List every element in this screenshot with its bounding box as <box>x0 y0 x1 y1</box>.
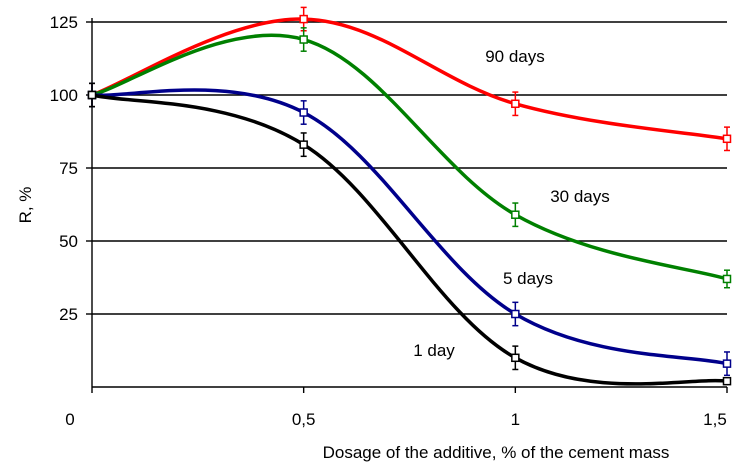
series-line <box>90 88 729 366</box>
x-tick-label: 0 <box>65 410 74 429</box>
x-tick-label: 1,5 <box>703 410 727 429</box>
data-point <box>87 90 97 100</box>
x-axis-title: Dosage of the additive, % of the cement … <box>323 443 670 462</box>
y-axis-title: R, % <box>16 187 35 224</box>
y-tick-label: 50 <box>59 232 78 251</box>
axes <box>86 18 728 393</box>
y-tick-label: 125 <box>50 13 78 32</box>
gridlines <box>92 21 727 315</box>
tick-labels: 25 50 75 100 125 0 0,5 1 1,5 <box>50 13 727 429</box>
series-label: 90 days <box>485 47 545 66</box>
data-point <box>511 309 520 319</box>
data-point <box>722 274 732 284</box>
data-point <box>722 376 732 386</box>
data-point <box>299 140 308 149</box>
series-line <box>90 93 729 386</box>
data-point <box>722 134 732 144</box>
y-tick-label: 100 <box>50 86 78 105</box>
data-point <box>299 108 308 117</box>
y-tick-label: 25 <box>59 305 78 324</box>
series-30-days <box>87 27 732 289</box>
x-tick-label: 1 <box>511 410 520 429</box>
series-line <box>90 17 729 141</box>
data-point <box>299 14 308 24</box>
data-point <box>299 35 308 44</box>
series-90-days <box>87 6 732 152</box>
series-label: 1 day <box>413 341 455 360</box>
series-line <box>90 33 729 281</box>
data-point <box>722 359 732 368</box>
series-1-day <box>87 82 732 386</box>
series-labels: 90 days 30 days 5 days 1 day <box>413 47 610 360</box>
series-label: 30 days <box>550 187 610 206</box>
data-point <box>511 210 520 219</box>
x-tick-label: 0,5 <box>292 410 316 429</box>
data-point <box>511 353 520 363</box>
y-tick-label: 75 <box>59 159 78 178</box>
data-point <box>511 99 520 109</box>
series <box>87 6 732 386</box>
series-label: 5 days <box>503 269 553 288</box>
